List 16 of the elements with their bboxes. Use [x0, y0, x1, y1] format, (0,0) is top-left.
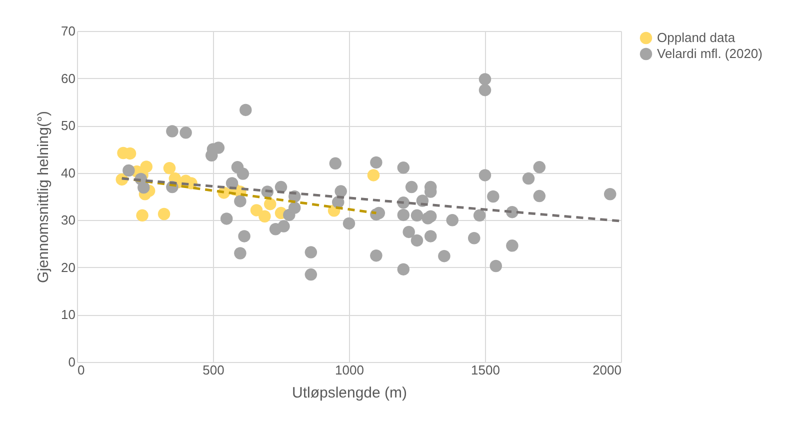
x-axis-title: Utløpslengde (m) — [292, 384, 408, 402]
y-tick-label: 50 — [61, 118, 76, 134]
y-tick-label: 70 — [61, 24, 76, 38]
y-tick-label: 10 — [61, 307, 76, 322]
legend-label: Velardi mfl. (2020) — [657, 46, 762, 61]
x-tick-label: 0 — [78, 362, 85, 378]
y-tick-label: 20 — [61, 260, 76, 275]
y-tick-label: 30 — [61, 212, 76, 228]
x-tick-label: 2000 — [592, 362, 622, 378]
y-tick-label: 40 — [61, 165, 76, 180]
legend-label: Oppland data — [657, 30, 736, 45]
x-tick-label: 500 — [202, 362, 224, 378]
y-axis-title: Gjennomsnittlig helning(°) — [35, 111, 52, 283]
x-tick-label: 1500 — [471, 362, 500, 378]
x-tick-label: 1000 — [335, 362, 364, 378]
y-tick-label: 60 — [61, 70, 76, 86]
